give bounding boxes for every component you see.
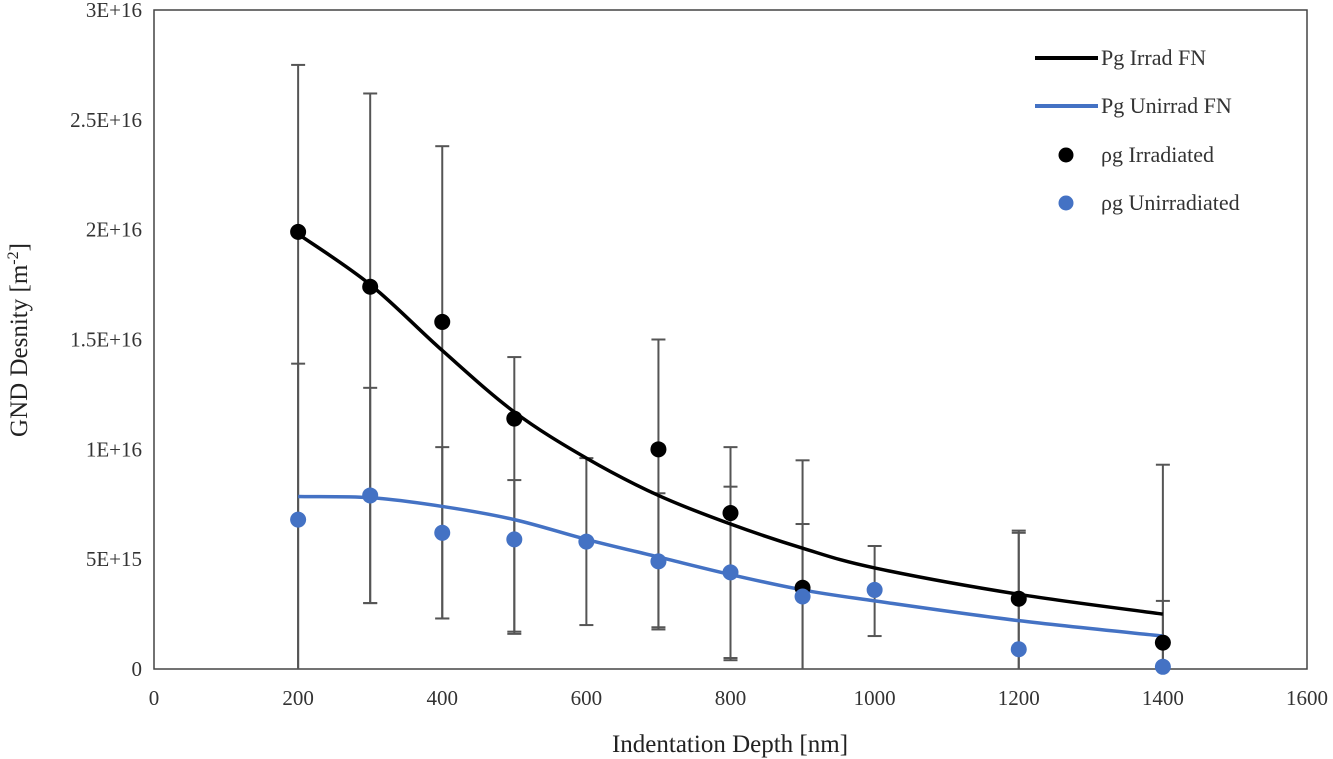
- y-tick-label: 1E+16: [86, 437, 142, 461]
- y-axis-title-end: ]: [6, 243, 33, 251]
- y-tick-label: 1.5E+16: [70, 328, 142, 352]
- data-point: [362, 487, 379, 504]
- y-axis-title-superscript: -2: [5, 251, 22, 264]
- data-point: [794, 588, 811, 605]
- data-point: [650, 553, 667, 570]
- data-point: [722, 505, 739, 522]
- y-tick-label: 5E+15: [86, 547, 142, 571]
- plot-area-frame: [153, 9, 1308, 670]
- legend-label-unirrad-points: ρg Unirradiated: [1101, 190, 1240, 215]
- x-tick-label: 1400: [1142, 686, 1184, 710]
- data-point: [290, 511, 307, 528]
- legend: Pg Irrad FN Pg Unirrad FN ρg Irradiated …: [1035, 45, 1240, 215]
- data-point: [434, 524, 451, 541]
- x-tick-label: 600: [571, 686, 603, 710]
- legend-swatch-irrad-points: [1058, 147, 1074, 163]
- error-bars: [291, 63, 1170, 669]
- y-tick-label: 2.5E+16: [70, 108, 142, 132]
- data-point: [1010, 590, 1027, 607]
- y-axis-title-main: GND Desnity [m: [6, 264, 33, 437]
- data-point: [506, 531, 523, 548]
- series-line: [297, 232, 1164, 616]
- legend-swatch-unirrad-points: [1058, 195, 1074, 211]
- legend-label-irrad-points: ρg Irradiated: [1101, 142, 1214, 167]
- data-point: [290, 223, 307, 240]
- data-points: [290, 223, 1171, 675]
- y-axis-tick-labels: 0 5E+15 1E+16 1.5E+16 2E+16 2.5E+16 3E+16: [70, 0, 142, 681]
- data-point: [434, 313, 451, 330]
- data-point: [650, 441, 667, 458]
- y-tick-label: 3E+16: [86, 0, 142, 22]
- y-tick-label: 0: [132, 657, 143, 681]
- y-tick-label: 2E+16: [86, 218, 142, 242]
- series-line: [298, 494, 1164, 638]
- y-axis-title: GND Desnity [m-2]: [5, 243, 33, 437]
- legend-label-unirrad-fit: Pg Unirrad FN: [1101, 93, 1232, 118]
- x-axis-title: Indentation Depth [nm]: [612, 731, 848, 758]
- x-tick-label: 400: [427, 686, 459, 710]
- x-tick-label: 1000: [854, 686, 896, 710]
- legend-label-irrad-fit: Pg Irrad FN: [1101, 45, 1206, 70]
- data-point: [866, 581, 883, 598]
- data-point: [1154, 634, 1171, 651]
- x-tick-label: 1600: [1286, 686, 1328, 710]
- data-point: [1154, 658, 1171, 675]
- data-point: [578, 533, 595, 550]
- data-point: [362, 278, 379, 295]
- data-point: [506, 410, 523, 427]
- x-tick-label: 200: [282, 686, 314, 710]
- x-tick-label: 800: [715, 686, 747, 710]
- x-tick-label: 0: [149, 686, 160, 710]
- x-axis-tick-labels: 0 200 400 600 800 1000 1200 1400 1600: [149, 686, 1328, 710]
- data-point: [722, 564, 739, 581]
- x-tick-label: 1200: [998, 686, 1040, 710]
- data-point: [1010, 641, 1027, 658]
- fit-lines: [297, 232, 1164, 638]
